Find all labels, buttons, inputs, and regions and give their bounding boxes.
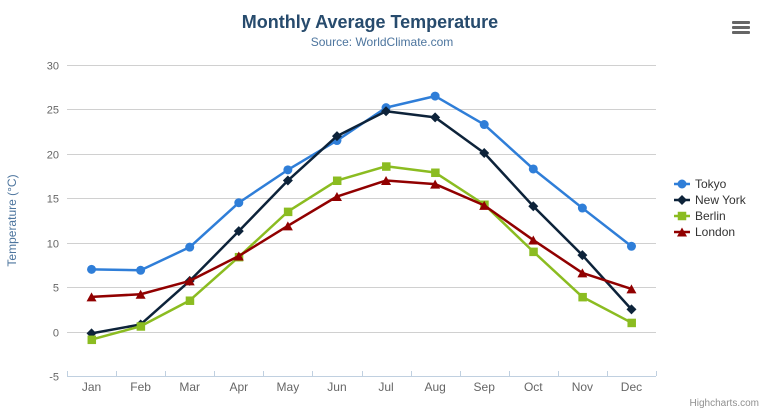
legend-item-london[interactable]: London: [674, 224, 746, 240]
data-point-marker[interactable]: [283, 207, 293, 217]
data-point-marker[interactable]: [136, 322, 146, 331]
hamburger-icon: [732, 21, 750, 24]
data-point-marker[interactable]: [136, 265, 146, 275]
credits-link[interactable]: Highcharts.com: [689, 398, 759, 409]
y-axis-label: 25: [47, 105, 59, 117]
x-axis-label: Jan: [82, 380, 101, 394]
hamburger-icon: [732, 26, 750, 29]
data-point-marker[interactable]: [430, 179, 441, 189]
series-tokyo: [87, 91, 636, 275]
data-point-marker[interactable]: [577, 250, 588, 261]
data-point-marker[interactable]: [331, 192, 342, 202]
series-line[interactable]: [91, 109, 633, 335]
y-axis-label: 30: [47, 61, 59, 73]
series-line[interactable]: [91, 165, 633, 341]
data-point-marker[interactable]: [528, 235, 539, 245]
data-point-marker[interactable]: [528, 201, 539, 212]
series-new-york: [86, 106, 637, 339]
x-axis-label: Feb: [130, 380, 151, 394]
legend-item-berlin[interactable]: Berlin: [674, 208, 746, 224]
x-axis-label: Oct: [524, 380, 543, 394]
legend-item-tokyo[interactable]: Tokyo: [674, 176, 746, 192]
data-point-marker[interactable]: [626, 304, 637, 315]
triangle-marker-icon: [674, 227, 690, 237]
data-point-marker[interactable]: [529, 247, 538, 257]
legend-label: London: [695, 225, 736, 239]
data-point-marker[interactable]: [185, 296, 195, 305]
data-point-marker[interactable]: [381, 176, 392, 186]
legend-label: Berlin: [695, 209, 726, 223]
y-axis-label: 15: [47, 194, 59, 206]
x-axis-label: Apr: [229, 380, 248, 394]
data-point-marker[interactable]: [87, 335, 97, 345]
data-point-marker[interactable]: [626, 284, 637, 294]
x-axis-label: Aug: [424, 380, 445, 394]
y-axis-label: 0: [53, 328, 59, 340]
data-point-marker[interactable]: [282, 175, 293, 186]
data-point-marker[interactable]: [577, 268, 588, 278]
y-axis-label: 10: [47, 239, 59, 251]
x-axis-label: Jul: [378, 380, 393, 394]
data-point-marker[interactable]: [627, 318, 636, 328]
data-point-marker[interactable]: [282, 221, 293, 231]
y-axis-label: 20: [47, 150, 59, 162]
data-point-marker[interactable]: [86, 292, 97, 302]
y-axis-label: -5: [49, 372, 59, 384]
export-menu-button[interactable]: [732, 21, 750, 34]
x-axis-label: Mar: [179, 380, 200, 394]
data-point-marker[interactable]: [283, 165, 293, 175]
chart-subtitle: Source: WorldClimate.com: [310, 35, 454, 49]
data-point-marker[interactable]: [135, 289, 146, 299]
data-point-marker[interactable]: [430, 91, 440, 101]
x-axis-label: Dec: [621, 380, 642, 394]
data-point-marker[interactable]: [578, 292, 587, 302]
data-point-marker[interactable]: [331, 131, 342, 142]
series-line[interactable]: [91, 179, 632, 299]
data-point-marker[interactable]: [626, 241, 636, 251]
series-london: [86, 176, 637, 302]
data-point-marker[interactable]: [332, 176, 342, 186]
x-axis-label: May: [277, 380, 300, 394]
data-point-marker[interactable]: [479, 147, 490, 158]
data-point-marker[interactable]: [233, 226, 244, 237]
legend-item-new-york[interactable]: New York: [674, 192, 746, 208]
hamburger-icon: [732, 31, 750, 34]
legend-label: Tokyo: [695, 177, 727, 191]
data-point-marker[interactable]: [185, 242, 195, 252]
x-axis-label: Nov: [572, 380, 593, 394]
data-point-marker[interactable]: [234, 198, 244, 208]
data-point-marker[interactable]: [577, 203, 587, 213]
data-point-marker[interactable]: [430, 112, 441, 123]
x-axis-label: Sep: [474, 380, 496, 394]
y-axis-label: 5: [53, 283, 59, 295]
data-point-marker[interactable]: [431, 168, 440, 178]
data-point-marker[interactable]: [184, 276, 195, 286]
data-point-marker[interactable]: [381, 106, 392, 117]
legend: Tokyo New York Berlin London: [674, 176, 746, 240]
chart-title: Monthly Average Temperature: [241, 12, 499, 32]
data-point-marker[interactable]: [87, 264, 97, 274]
y-axis-title: Temperature (°C): [5, 174, 19, 266]
legend-label: New York: [695, 193, 746, 207]
data-point-marker[interactable]: [479, 200, 490, 210]
square-marker-icon: [674, 211, 690, 221]
diamond-marker-icon: [674, 195, 690, 205]
circle-marker-icon: [674, 179, 690, 189]
data-point-marker[interactable]: [233, 251, 244, 261]
data-point-marker[interactable]: [382, 162, 391, 171]
x-axis-label: Jun: [327, 380, 346, 394]
data-point-marker[interactable]: [479, 120, 489, 130]
data-point-marker[interactable]: [528, 164, 538, 174]
series-line[interactable]: [91, 94, 633, 272]
